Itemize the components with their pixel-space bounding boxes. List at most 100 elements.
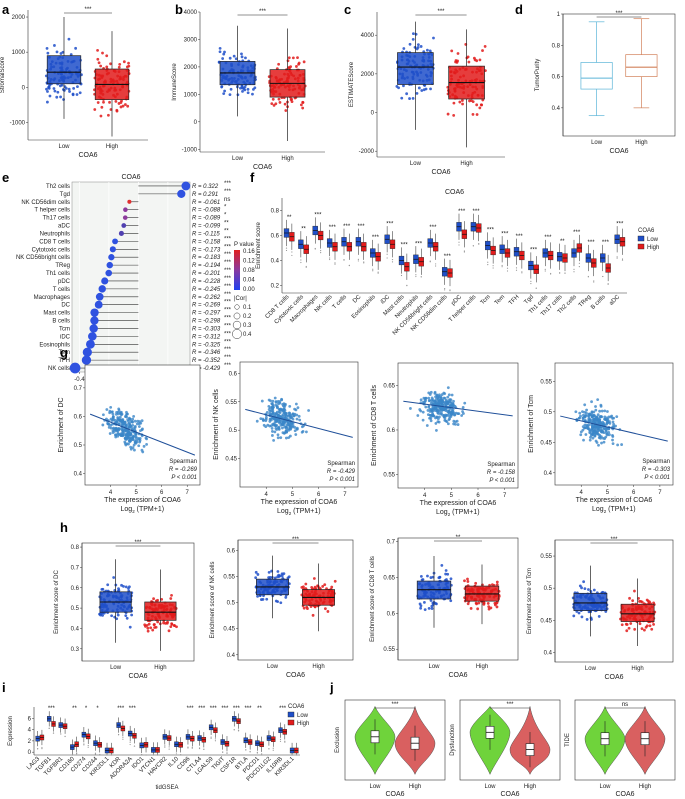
outlier xyxy=(198,747,201,749)
scatter-point xyxy=(113,418,117,422)
plot-frame xyxy=(562,13,676,137)
data-point-high xyxy=(100,105,104,109)
y-tick-label: 0.55 xyxy=(383,473,395,479)
scatter-point xyxy=(578,411,582,415)
lollipop-dot xyxy=(121,223,127,228)
outlier xyxy=(334,262,336,264)
significance-label: *** xyxy=(292,537,300,543)
y-tick-label: 0.6 xyxy=(227,548,236,554)
stat-method: Spearman xyxy=(642,459,670,465)
x-tick-label: Low xyxy=(599,784,611,790)
significance-label: *** xyxy=(544,235,552,241)
data-point-low xyxy=(234,57,238,61)
scatter-point xyxy=(595,441,599,444)
y-axis-title: Enrichment of NK cells xyxy=(213,389,220,460)
scatter-point xyxy=(595,416,599,419)
x-axis-subtitle-base: 2 xyxy=(604,509,607,514)
y-tick-label: 0.6 xyxy=(387,428,396,434)
scatter-point xyxy=(446,422,450,426)
scatter-point xyxy=(259,417,263,421)
outlier xyxy=(175,754,178,756)
data-point-high xyxy=(640,600,644,604)
data-point-high xyxy=(481,49,484,52)
data-point-high xyxy=(631,599,635,603)
y-tick-label: -2000 xyxy=(359,149,375,155)
r-value-label: R = -0.312 xyxy=(192,334,221,340)
x-axis-title: COA6 xyxy=(431,169,450,176)
x-tick-label: High xyxy=(312,664,324,670)
panel-label-a: a xyxy=(2,2,10,17)
lollipop-dot xyxy=(89,324,98,333)
data-point-low xyxy=(45,87,48,91)
data-point-low xyxy=(48,94,52,98)
data-point-low xyxy=(276,570,280,573)
row-label: NK CD56dim cells xyxy=(21,200,70,206)
scatter-point xyxy=(457,412,461,416)
chart-h4: 0.4 0.45 0.5 0.55 Low High *** COA6 Enrichment s… xyxy=(527,537,674,681)
outlier xyxy=(521,272,523,274)
data-point-low xyxy=(273,576,277,580)
data-point-low xyxy=(46,51,50,55)
pvalue-legend-tick: 0.00 xyxy=(243,287,255,293)
data-point-high xyxy=(625,623,629,626)
outlier xyxy=(334,263,336,265)
data-point-high xyxy=(633,589,636,593)
data-point-high xyxy=(463,579,466,583)
x-tick-label: Low xyxy=(58,144,70,150)
scatter-point xyxy=(603,409,607,413)
y-tick-label: -1000 xyxy=(10,120,26,126)
scatter-point xyxy=(117,407,121,411)
significance-label: *** xyxy=(429,225,437,231)
box-low xyxy=(397,52,434,85)
plot-frame xyxy=(239,361,359,488)
r-sig-label: *** xyxy=(224,260,232,266)
data-point-low xyxy=(221,57,225,60)
plot-frame xyxy=(554,539,674,663)
scatter-point xyxy=(122,422,125,425)
scatter-point xyxy=(123,440,127,444)
data-point-low xyxy=(286,576,290,580)
outlier xyxy=(145,754,147,756)
scatter-point xyxy=(134,436,138,440)
data-point-high xyxy=(102,100,105,104)
outlier xyxy=(64,735,66,737)
data-point-low xyxy=(52,87,56,90)
scatter-point xyxy=(437,420,441,424)
data-point-low xyxy=(280,572,284,576)
data-point-low xyxy=(78,91,82,95)
outlier xyxy=(48,727,50,729)
cor-legend-tick: 0.3 xyxy=(243,323,252,329)
significance-label: *** xyxy=(444,254,452,260)
data-point-high xyxy=(321,585,325,588)
scatter-point xyxy=(591,431,595,434)
outlier xyxy=(478,243,480,245)
data-point-high xyxy=(483,45,487,48)
r-value-label: R = -0.346 xyxy=(192,350,221,356)
scatter-point xyxy=(295,427,299,431)
data-point-low xyxy=(47,85,51,89)
r-value-label: R = -0.325 xyxy=(192,342,221,348)
scatter-point xyxy=(443,418,447,422)
scatter-point xyxy=(288,414,292,418)
lollipop-dot xyxy=(122,215,128,220)
scatter-point xyxy=(427,399,431,403)
x-axis-title: The expression of COA6 xyxy=(104,497,181,504)
scatter-point xyxy=(596,425,600,429)
data-point-low xyxy=(432,36,435,40)
chart-g2: 4 5 6 7 0.45 0.5 0.55 0.6 Spearman R = -0.429 P < … xyxy=(213,361,359,516)
scatter-point xyxy=(129,445,133,449)
outlier xyxy=(187,747,189,749)
data-point-low xyxy=(101,614,104,617)
data-point-low xyxy=(583,587,587,591)
scatter-point xyxy=(116,432,120,436)
outlier xyxy=(420,276,422,278)
data-point-high xyxy=(466,577,469,581)
outlier xyxy=(141,754,143,756)
scatter-point xyxy=(269,424,273,428)
data-point-high xyxy=(167,629,171,633)
stat-p: P < 0.001 xyxy=(329,477,355,483)
scatter-point xyxy=(592,410,596,414)
scatter-point xyxy=(267,404,271,408)
outlier xyxy=(305,266,307,268)
significance-label: *** xyxy=(573,230,581,236)
